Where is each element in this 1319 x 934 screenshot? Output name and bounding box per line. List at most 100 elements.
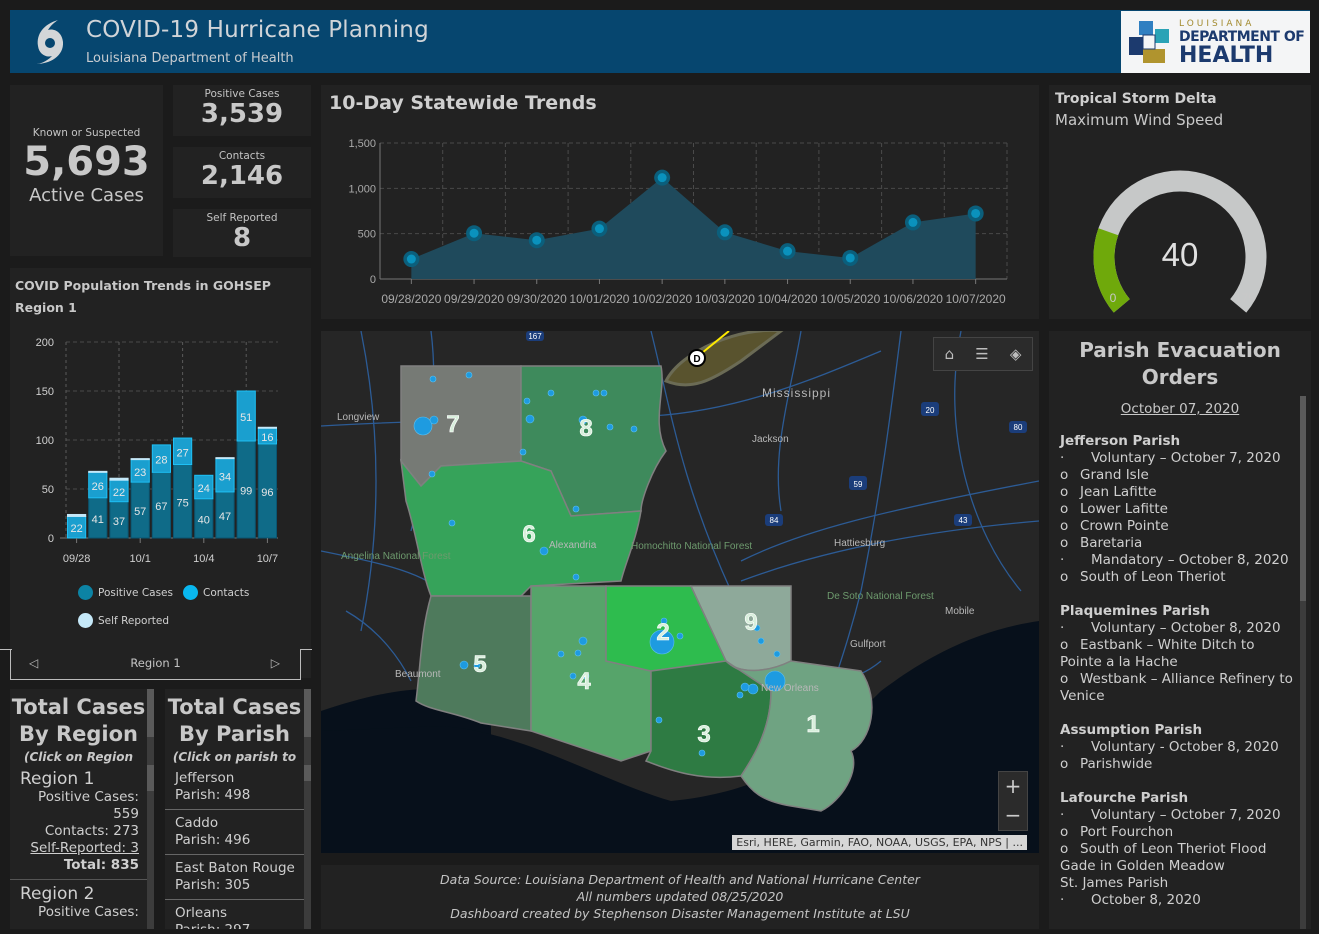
case-markers bbox=[413, 371, 786, 757]
legend-contacts[interactable]: Contacts bbox=[183, 585, 249, 600]
trend-point[interactable] bbox=[908, 217, 918, 227]
trend-point[interactable] bbox=[406, 254, 416, 264]
place-label-mississippi: Mississippi bbox=[762, 386, 831, 400]
pager-label: Region 1 bbox=[130, 656, 181, 670]
evac-order-type: · Voluntary - October 8, 2020 bbox=[1060, 739, 1297, 756]
parish-name: Caddo bbox=[175, 815, 219, 831]
bar-segment-self-reported[interactable] bbox=[109, 477, 129, 481]
trend-point[interactable] bbox=[532, 235, 542, 245]
region-positive-label: Positive Cases: bbox=[38, 789, 139, 805]
parish-name: Jefferson bbox=[175, 770, 235, 786]
bar-data-label: 22 bbox=[113, 487, 125, 499]
bar-segment-self-reported[interactable] bbox=[215, 457, 235, 460]
parish-count: Parish: 305 bbox=[175, 877, 251, 893]
region-header-scrollbar[interactable] bbox=[147, 689, 154, 765]
evac-line-text: Grand Isle bbox=[1080, 467, 1149, 483]
region-label-3[interactable]: 3 bbox=[697, 721, 711, 749]
map-canvas[interactable]: D 7 8 6 2 9 5 4 3 1 Longview Mi bbox=[321, 331, 1039, 853]
region-label-4[interactable]: 4 bbox=[577, 668, 592, 696]
bar-data-label: 96 bbox=[261, 487, 273, 499]
trend-point[interactable] bbox=[720, 227, 730, 237]
trend-x-label: 09/28/2020 bbox=[381, 292, 441, 306]
region-label-2[interactable]: 2 bbox=[656, 619, 670, 647]
trend-point[interactable] bbox=[971, 208, 981, 218]
chevron-right-icon[interactable]: ▷ bbox=[270, 656, 280, 670]
bar-segment-self-reported[interactable] bbox=[67, 513, 87, 517]
region-list-item[interactable]: Region 2 Positive Cases: bbox=[10, 880, 147, 926]
trend-point[interactable] bbox=[469, 228, 479, 238]
bar-data-label: 51 bbox=[240, 412, 252, 424]
parish-list-item[interactable]: Jefferson Parish: 498 bbox=[165, 765, 304, 810]
trend-point[interactable] bbox=[657, 173, 667, 183]
trend-point[interactable] bbox=[845, 253, 855, 263]
region-label-5[interactable]: 5 bbox=[473, 651, 487, 679]
bar-data-label: 37 bbox=[113, 516, 125, 528]
bar-segment-contacts[interactable] bbox=[173, 437, 193, 465]
trend-point[interactable] bbox=[783, 246, 793, 256]
trend-point[interactable] bbox=[594, 224, 604, 234]
bar-segment-self-reported[interactable] bbox=[88, 470, 108, 473]
bar-data-label: 26 bbox=[92, 481, 104, 493]
chevron-left-icon[interactable]: ◁ bbox=[29, 656, 39, 670]
bar-segment-contacts[interactable] bbox=[236, 390, 256, 442]
parish-list-item[interactable]: OrleansParish: 297 bbox=[165, 900, 304, 929]
parish-name: East Baton Rouge bbox=[175, 860, 295, 876]
parish-list-scrollbar[interactable] bbox=[304, 765, 311, 929]
evac-line-text: Voluntary – October 7, 2020 bbox=[1091, 807, 1281, 823]
hurricane-icon bbox=[36, 20, 64, 64]
trend-area bbox=[411, 177, 976, 279]
region-map[interactable]: D 7 8 6 2 9 5 4 3 1 Longview Mi bbox=[321, 331, 1039, 853]
region-list-scrollbar[interactable] bbox=[147, 765, 154, 929]
parish-header-scrollbar[interactable] bbox=[304, 689, 311, 765]
evac-area: o South of Leon Theriot Flood Gade in Gol… bbox=[1060, 841, 1297, 875]
bullet-icon: o bbox=[1060, 569, 1069, 585]
place-label-homochitto-forest: Homochitto National Forest bbox=[631, 541, 752, 552]
zoom-out-button[interactable]: − bbox=[1004, 803, 1022, 827]
gulf-of-mexico bbox=[321, 621, 1039, 853]
layers-icon[interactable]: ◈ bbox=[1009, 345, 1022, 363]
trend-x-label: 10/05/2020 bbox=[820, 292, 880, 306]
parish-list-item[interactable]: East Baton Rouge Parish: 305 bbox=[165, 855, 304, 900]
statewide-trend-chart: 0 500 1,000 1,500 09/28/2020 09/29/2020 09/30/… bbox=[321, 85, 1039, 319]
legend-list-icon[interactable]: ☰ bbox=[975, 345, 989, 363]
parish-name: Orleans bbox=[175, 905, 228, 921]
evac-area: o Port Fourchon bbox=[1060, 824, 1297, 841]
bullet-icon: · bbox=[1060, 807, 1065, 823]
map-attribution[interactable]: Esri, HERE, Garmin, FAO, NOAA, USGS, EPA… bbox=[732, 835, 1027, 850]
evac-scrollbar[interactable] bbox=[1300, 396, 1306, 929]
trend-y-tick: 1,000 bbox=[348, 183, 376, 195]
bar-segment-self-reported[interactable] bbox=[257, 426, 278, 429]
bullet-icon: o bbox=[1060, 518, 1069, 534]
bar-segment-contacts[interactable] bbox=[151, 444, 172, 473]
region-label-6[interactable]: 6 bbox=[522, 521, 536, 549]
region-label-9[interactable]: 9 bbox=[744, 609, 758, 637]
home-icon[interactable]: ⌂ bbox=[944, 345, 955, 363]
evac-order-type: · Voluntary – October 8, 2020 bbox=[1060, 620, 1297, 637]
region-label-7[interactable]: 7 bbox=[446, 411, 460, 439]
parish-count: Parish: 496 bbox=[175, 832, 251, 848]
region-label-8[interactable]: 8 bbox=[579, 415, 593, 443]
region-positive-label: Positive Cases: bbox=[38, 904, 139, 920]
self-reported-indicator: Self Reported 8 bbox=[173, 209, 311, 257]
highway-shield-59 bbox=[849, 476, 867, 490]
health-cross-logo-icon bbox=[1129, 21, 1169, 63]
bar-x-label: 10/1 bbox=[129, 553, 150, 565]
evac-line-text: Baretaria bbox=[1080, 535, 1143, 551]
region-label-1[interactable]: 1 bbox=[806, 711, 820, 739]
bar-data-label: 99 bbox=[240, 485, 252, 497]
evac-title: Parish Evacuation Orders bbox=[1079, 338, 1281, 389]
zoom-in-button[interactable]: + bbox=[1004, 774, 1022, 798]
parish-list-item[interactable]: Caddo Parish: 496 bbox=[165, 810, 304, 855]
legend-contacts-dot bbox=[183, 585, 198, 600]
legend-self-reported[interactable]: Self Reported bbox=[78, 613, 169, 628]
bar-segment-self-reported[interactable] bbox=[130, 458, 150, 461]
highway-shield-167 bbox=[526, 331, 544, 341]
legend-positive-cases[interactable]: Positive Cases bbox=[78, 585, 173, 600]
trend-chart-title: 10-Day Statewide Trends bbox=[329, 92, 597, 114]
region-list-item[interactable]: Region 1 Positive Cases: 559 Contacts: 2… bbox=[10, 765, 147, 880]
evac-area: o Crown Pointe bbox=[1060, 518, 1297, 535]
storm-marker[interactable] bbox=[688, 349, 706, 367]
bar-y-tick: 150 bbox=[36, 386, 54, 398]
bar-segment-contacts[interactable] bbox=[194, 474, 214, 500]
parish-list-hint: (Click on parish to bbox=[172, 750, 297, 764]
